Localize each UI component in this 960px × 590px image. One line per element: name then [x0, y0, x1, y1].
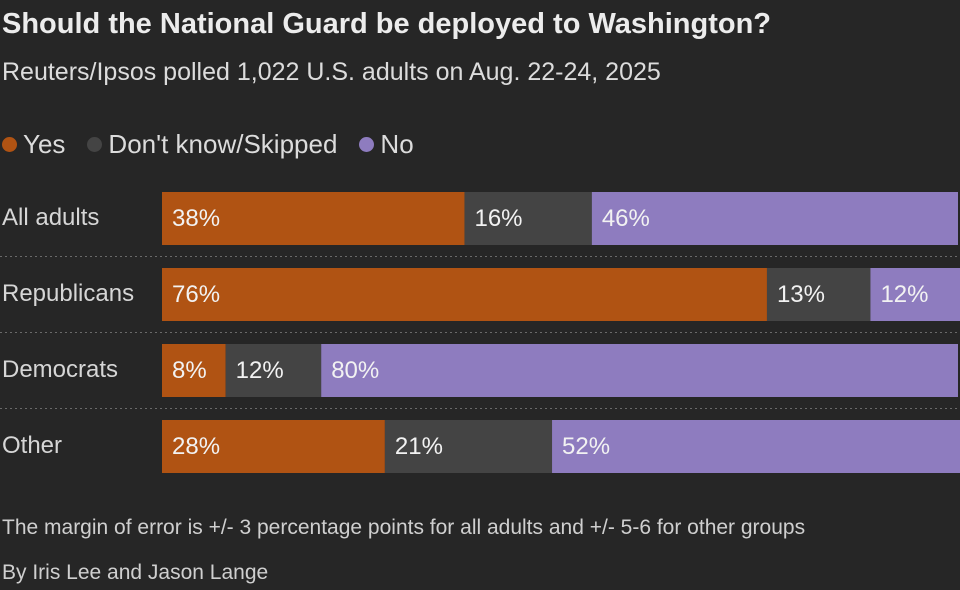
legend-label-dont-know: Don't know/Skipped: [108, 128, 338, 159]
bar-segment-no: [552, 420, 960, 473]
bar-segment-yes: [162, 192, 465, 245]
data-label: 12%: [236, 357, 284, 384]
data-label: 80%: [331, 357, 379, 384]
bar-segment-don-t-know-skipped: [464, 192, 592, 245]
data-label: 12%: [880, 281, 928, 308]
bar-segment-yes: [162, 420, 385, 473]
data-label: 46%: [602, 205, 650, 232]
chart-title: Should the National Guard be deployed to…: [2, 8, 772, 40]
data-label: 52%: [562, 433, 610, 460]
legend-dot-no: [359, 136, 375, 152]
data-label: 21%: [395, 433, 443, 460]
chart-subtitle: Reuters/Ipsos polled 1,022 U.S. adults o…: [2, 58, 661, 86]
bar-segment-don-t-know-skipped: [384, 420, 553, 473]
data-label: 76%: [172, 281, 220, 308]
bar-segment-yes: [162, 344, 226, 397]
bar-row-democrats: Democrats 8% 12% 80%: [2, 344, 958, 397]
footnote: The margin of error is +/- 3 percentage …: [2, 516, 806, 539]
legend: Yes Don't know/Skipped No: [2, 128, 436, 160]
category-label: All adults: [2, 204, 99, 231]
bar-segment-yes: [162, 268, 767, 321]
legend-dot-dont-know: [87, 136, 103, 152]
bar-segment-don-t-know-skipped: [225, 344, 322, 397]
data-label: 28%: [172, 433, 220, 460]
legend-label-yes: Yes: [23, 128, 66, 159]
category-label: Other: [2, 432, 62, 459]
bar-row-all-adults: All adults 38% 16% 46%: [2, 192, 958, 245]
bar-segment-no: [591, 192, 958, 245]
legend-item-dont-know: Don't know/Skipped: [87, 129, 337, 160]
byline: By Iris Lee and Jason Lange: [2, 561, 269, 584]
data-label: 8%: [172, 357, 207, 384]
legend-item-no: No: [359, 128, 414, 160]
data-label: 38%: [172, 205, 220, 232]
data-label: 16%: [474, 205, 522, 232]
bar-row-other: Other 28% 21% 52%: [2, 420, 960, 473]
legend-item-yes: Yes: [2, 129, 65, 160]
data-label: 13%: [777, 281, 825, 308]
category-label: Republicans: [2, 280, 134, 307]
category-label: Democrats: [2, 356, 118, 383]
bar-segment-no: [321, 344, 958, 397]
legend-dot-yes: [2, 136, 17, 152]
bar-segment-no: [870, 268, 960, 321]
legend-label-no: No: [380, 128, 414, 159]
bar-row-republicans: Republicans 76% 13% 12%: [2, 268, 960, 321]
stacked-bar-chart: All adults 38% 16% 46%Republicans 76% 13% 12%D…: [0, 192, 960, 473]
bar-segment-don-t-know-skipped: [766, 268, 871, 321]
